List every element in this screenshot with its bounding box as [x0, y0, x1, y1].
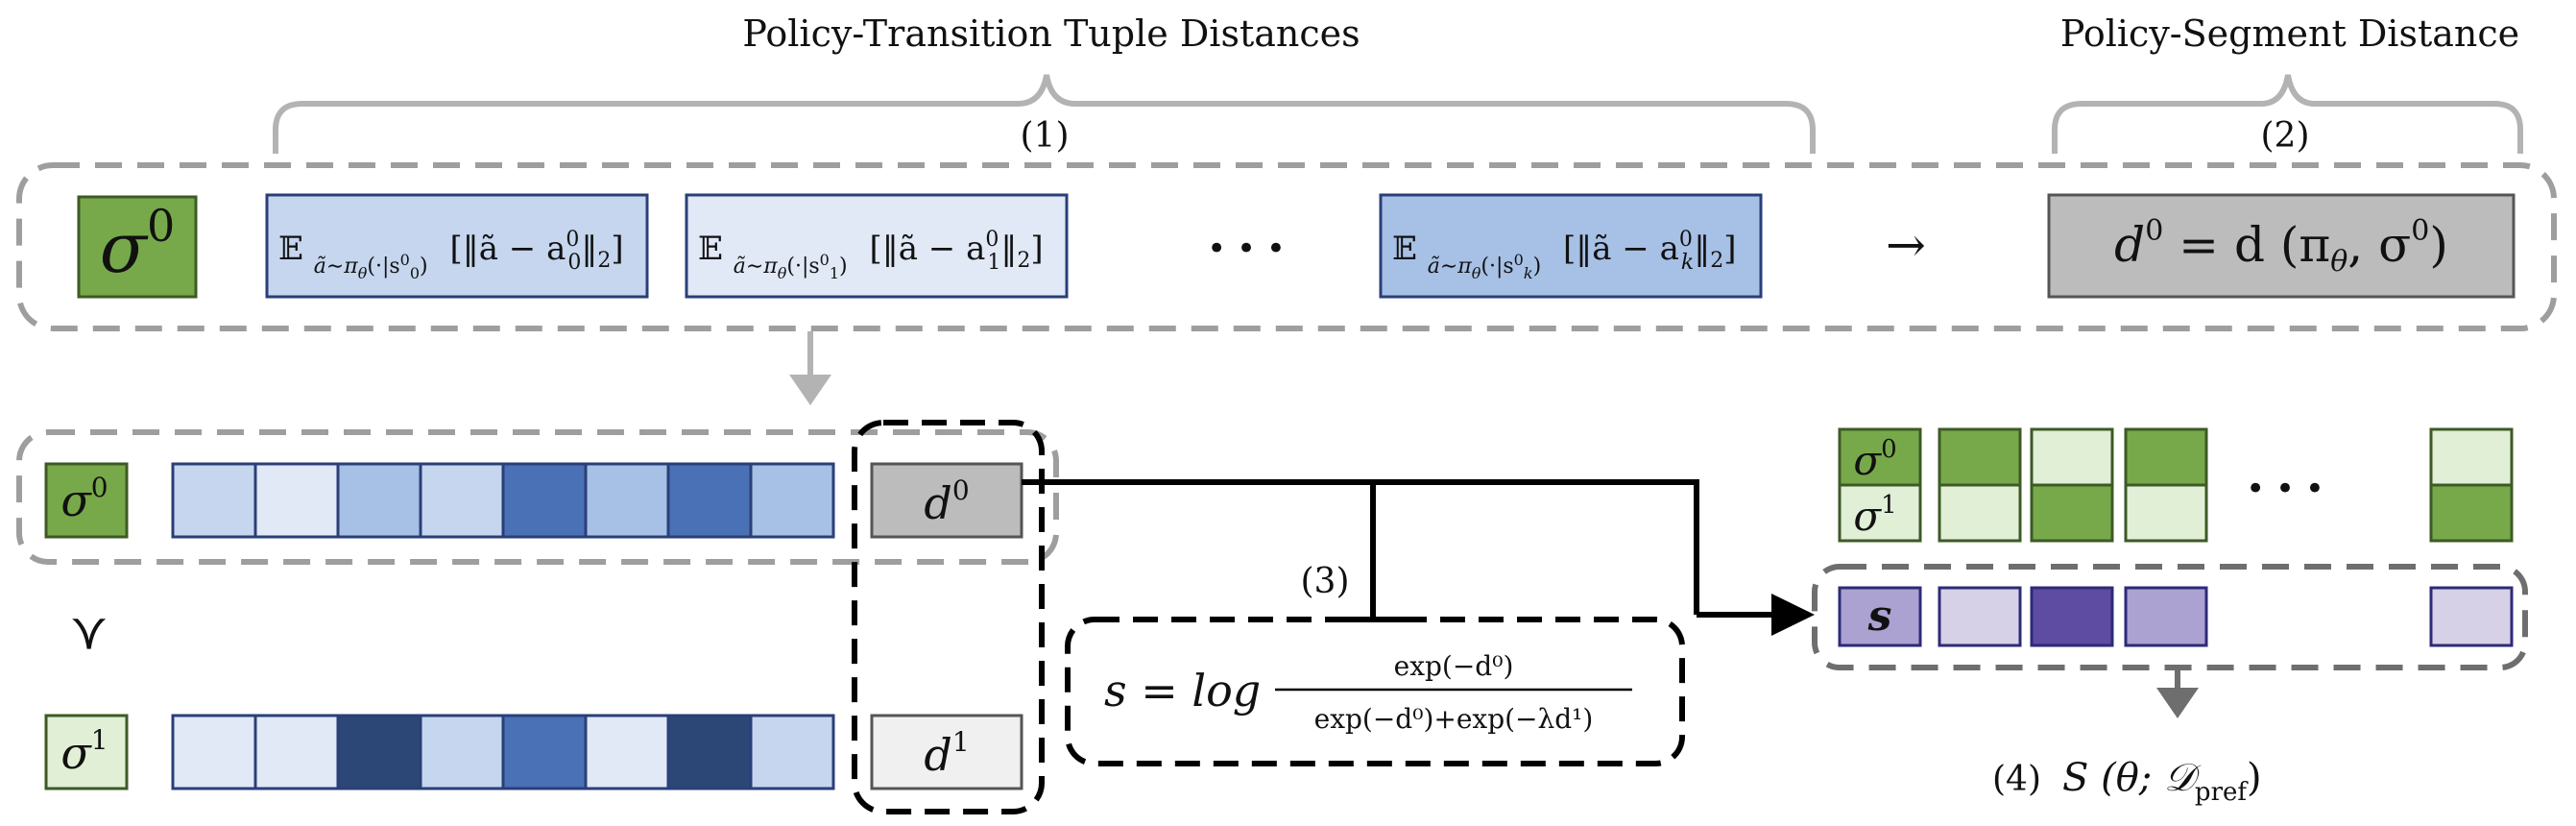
row1-cell: [336, 714, 422, 790]
row1-cell: [419, 714, 505, 790]
svg-text:σ1: σ1: [60, 724, 108, 779]
segment-distance-box: d0 = d (πθ, σ0): [2047, 193, 2516, 299]
score-cells: [1938, 586, 2208, 647]
svg-text:𝔼 ã∼πθ(·|s0k) [‖ã: 𝔼 ã∼πθ(·|s0k) [‖ã − a0 k‖2]: [1392, 228, 1737, 282]
step-1-label: (1): [1021, 116, 1070, 156]
row0-cell: [749, 462, 835, 539]
score-cell: [1938, 586, 2022, 647]
score-formula: s = log exp(−d⁰) exp(−d⁰)+exp(−λd¹): [1104, 650, 1632, 735]
title-segment-distance: Policy-Segment Distance: [2060, 12, 2519, 55]
row0-cell: [171, 462, 257, 539]
brace-tuple: [273, 74, 1816, 154]
svg-text:d0: d0: [924, 474, 969, 529]
row0-cell: [501, 462, 588, 539]
row1-cell: [253, 714, 340, 790]
row0-cell: [253, 462, 340, 539]
sigma0-big-box: σ0: [77, 195, 198, 299]
svg-text:σ0: σ0: [60, 472, 108, 526]
row0-cell: [336, 462, 422, 539]
top-row-dashed-container: [16, 162, 2557, 331]
row1-cell: [666, 714, 753, 790]
svg-text:exp(−d⁰)+exp(−λd¹): exp(−d⁰)+exp(−λd¹): [1314, 703, 1594, 735]
svg-text:𝔼 ã∼πθ(·|s01) [‖ã: 𝔼 ã∼πθ(·|s01) [‖ã − a0 1‖2]: [698, 228, 1044, 282]
d0-box: d0: [870, 462, 1023, 539]
pref-cell-top: [1938, 427, 2022, 487]
pref-sigma-labels: σ0 σ1: [1838, 427, 1922, 543]
arrow-to-segment: →: [1886, 217, 1926, 273]
score-cell: [2124, 586, 2208, 647]
title-tuple-distances: Policy-Transition Tuple Distances: [742, 12, 1360, 55]
expectation-box-0: 𝔼 ã∼πθ(·|s00) [‖ã − a0 0‖2]: [265, 193, 649, 299]
down-arrow-gray-top: [789, 331, 831, 405]
formula-dashed-box: [1065, 617, 1685, 766]
brace-segment: [2052, 74, 2523, 154]
row1-cell: [501, 714, 588, 790]
row0-cells: [171, 462, 835, 539]
svg-text:σ0: σ0: [1853, 435, 1896, 484]
row0-cell: [419, 462, 505, 539]
pref-cell-top: [2124, 427, 2208, 487]
d1-box: d1: [870, 714, 1023, 790]
step-2-label: (2): [2261, 116, 2310, 156]
pref-cell-top: [2429, 427, 2514, 487]
svg-text:𝔼 ã∼πθ(·|s00) [‖ã: 𝔼 ã∼πθ(·|s00) [‖ã − a0 0‖2]: [278, 228, 624, 282]
expectation-box-k: 𝔼 ã∼πθ(·|s0k) [‖ã − a0 k‖2]: [1379, 193, 1763, 299]
pref-cell-top: [2030, 427, 2114, 487]
svg-text:σ1: σ1: [1853, 491, 1896, 540]
ellipsis-pref: • • •: [2246, 470, 2324, 508]
score-cell: [2030, 586, 2114, 647]
row0-cell: [584, 462, 670, 539]
down-arrow-gray-score: [2156, 669, 2199, 718]
expectation-box-1: 𝔼 ã∼πθ(·|s01) [‖ã − a0 1‖2]: [685, 193, 1069, 299]
svg-text:s = log: s = log: [1104, 665, 1261, 717]
row1-cell: [171, 714, 257, 790]
svg-text:s: s: [1867, 592, 1892, 641]
row1-cell: [584, 714, 670, 790]
row0-dashed-container: [16, 429, 1059, 565]
score-cell-last: [2429, 586, 2514, 647]
step-3-label: (3): [1301, 562, 1350, 601]
svg-text:exp(−d⁰): exp(−d⁰): [1394, 650, 1514, 682]
row0-cell: [666, 462, 753, 539]
pref-cell-bottom: [2124, 483, 2208, 543]
d-column-dashed-container: [852, 420, 1045, 814]
score-row-dashed-container: [1812, 564, 2528, 670]
pref-cell-bottom: [2030, 483, 2114, 543]
row1-cell: [749, 714, 835, 790]
preference-symbol: ≻: [62, 614, 118, 654]
svg-text:(4): (4): [1992, 760, 2041, 799]
pref-cell-bottom: [1938, 483, 2022, 543]
pref-cell-bottom: [2429, 483, 2514, 543]
score-s-box: s: [1838, 586, 1922, 647]
step-4-objective: (4) S (θ; 𝒟pref): [1992, 756, 2262, 807]
ellipsis-top: • • •: [1207, 230, 1286, 268]
svg-text:d1: d1: [924, 726, 969, 781]
sigma1-small-box: σ1: [44, 714, 129, 790]
svg-text:σ0: σ0: [100, 200, 175, 288]
sigma0-small-box: σ0: [44, 462, 129, 539]
row1-cells: [171, 714, 835, 790]
svg-text:S (θ; 𝒟pref): S (θ; 𝒟pref): [2062, 756, 2262, 807]
connector-black: [1022, 479, 1815, 636]
svg-text:d0 = d (πθ, σ0): d0 = d (πθ, σ0): [2114, 214, 2448, 279]
pref-columns: [1938, 427, 2514, 543]
